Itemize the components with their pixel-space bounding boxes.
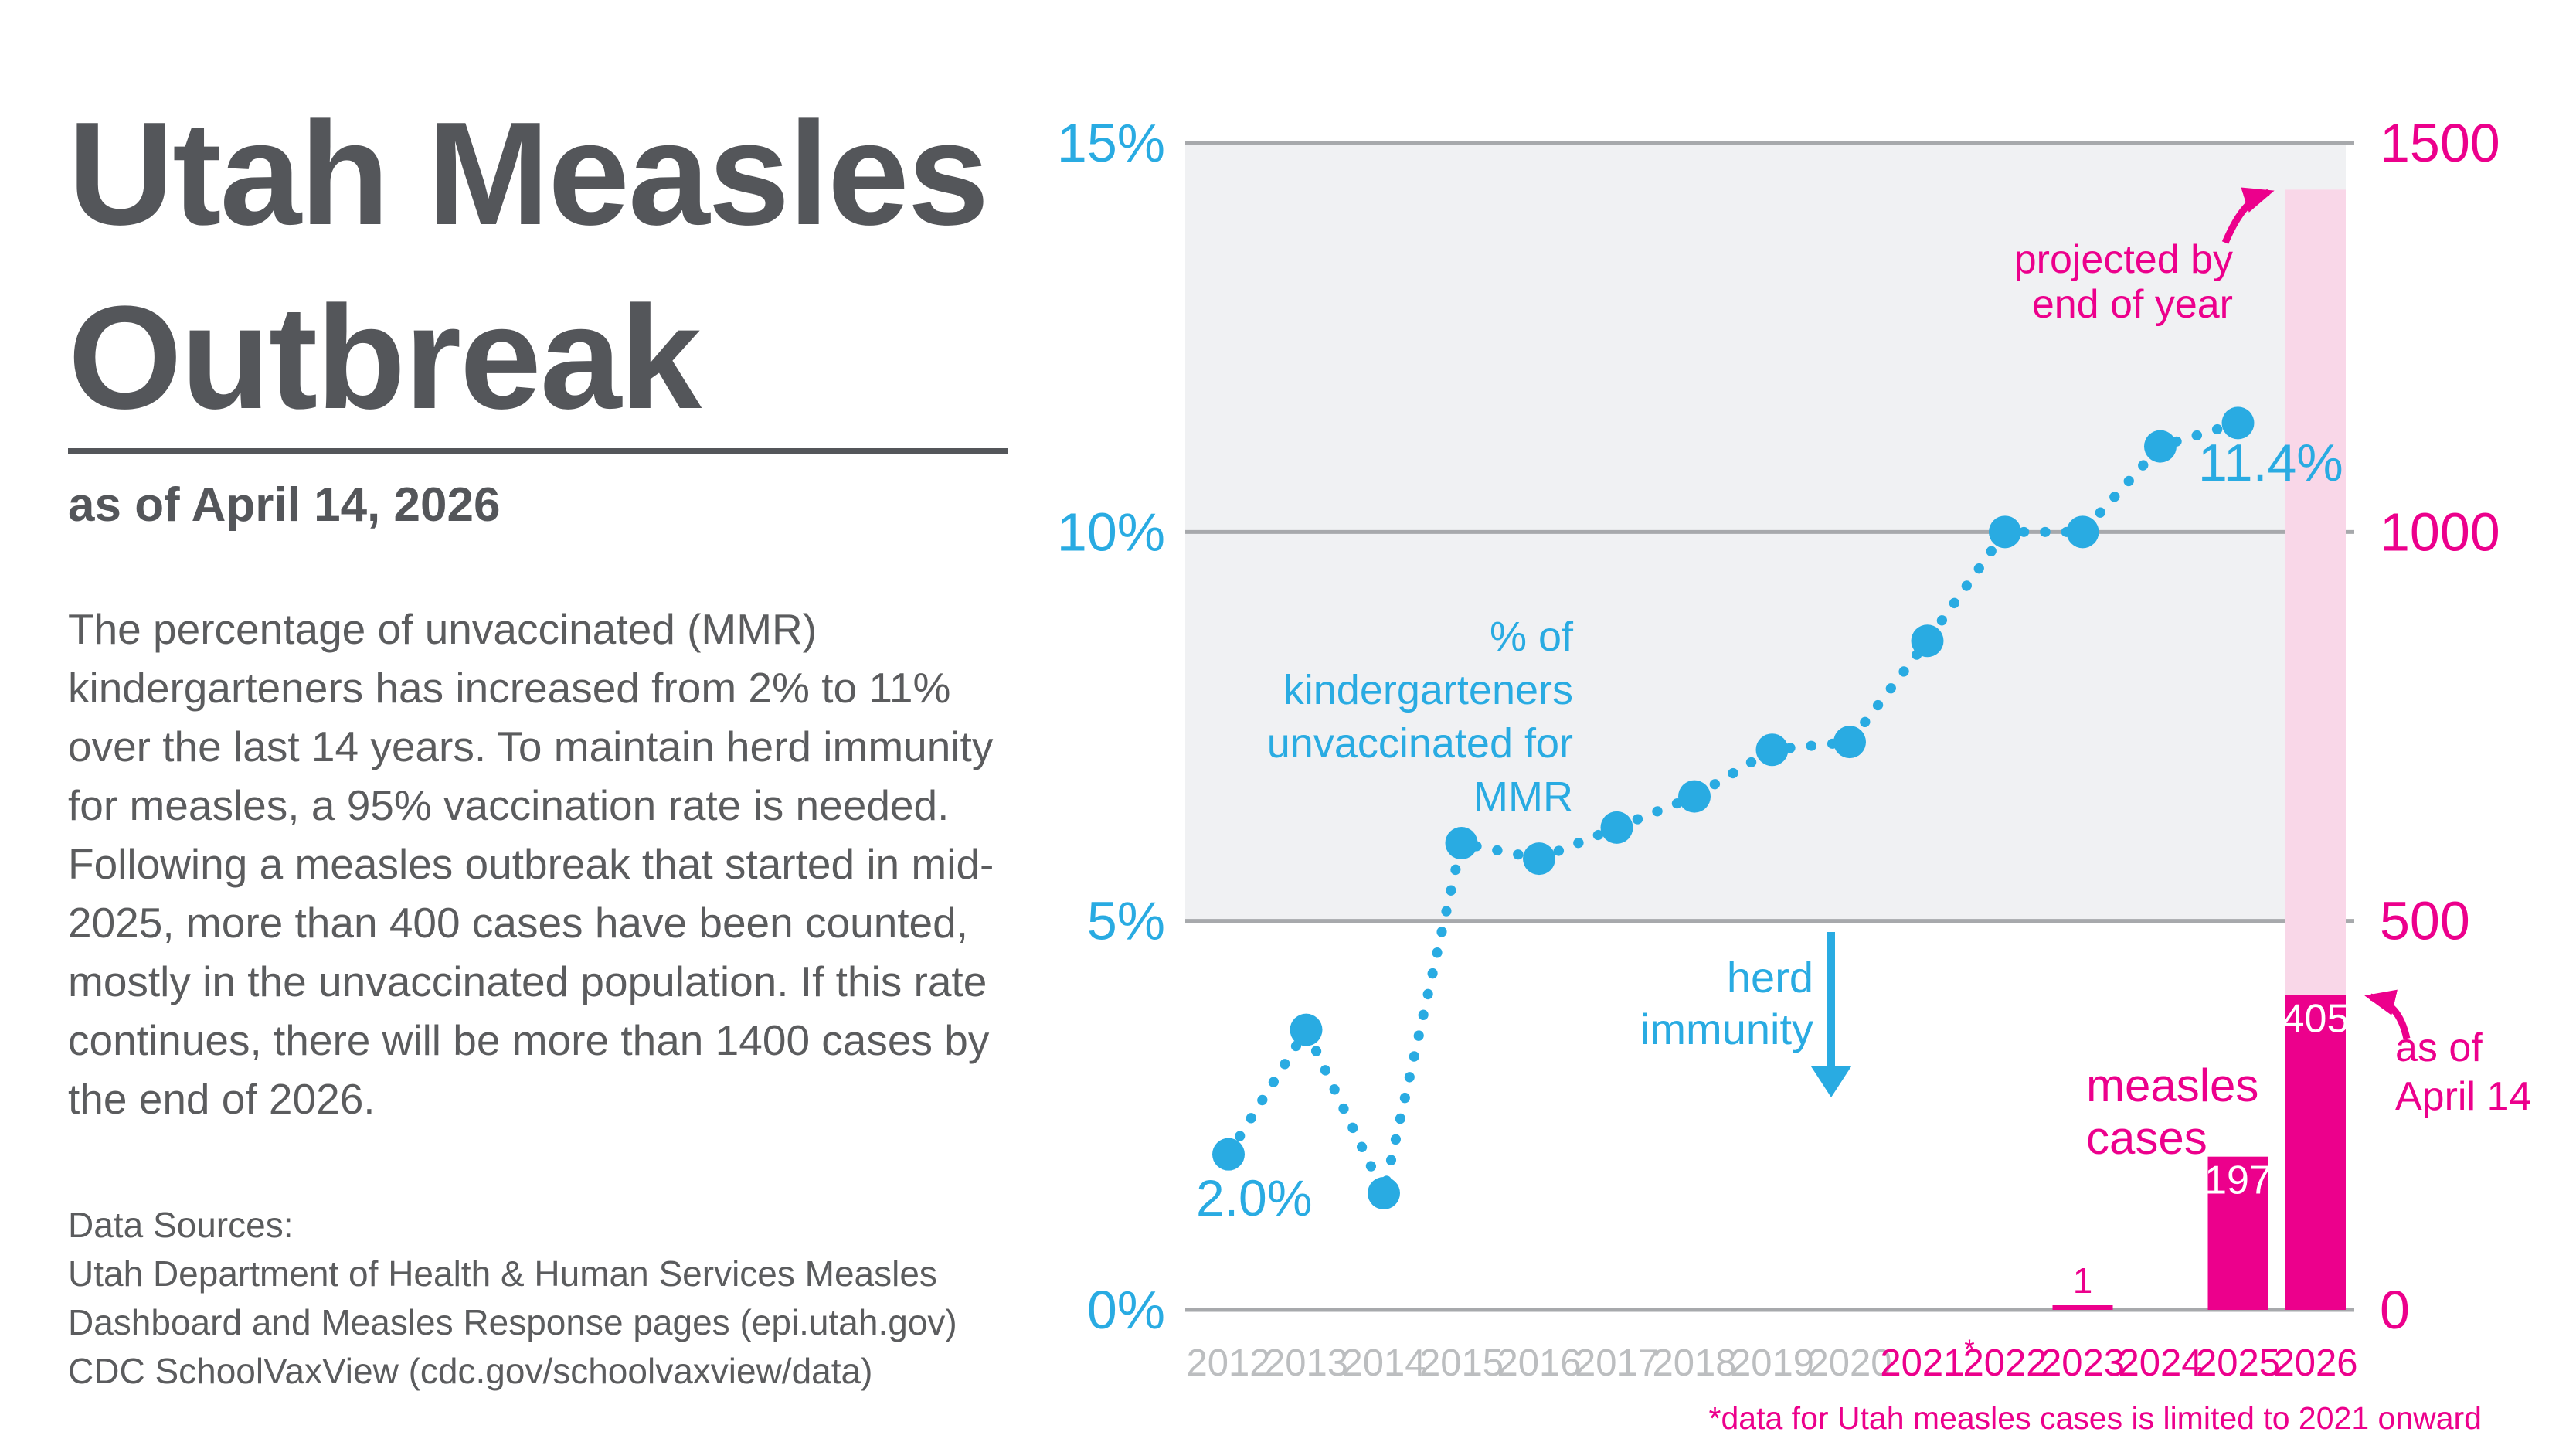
line-point bbox=[1368, 1177, 1400, 1209]
bar bbox=[2207, 1156, 2268, 1310]
x-axis-label: 2020 bbox=[1807, 1342, 1891, 1384]
line-point bbox=[1600, 811, 1633, 844]
x-axis-label: 2013 bbox=[1264, 1342, 1348, 1384]
x-axis-label: 2015 bbox=[1419, 1342, 1504, 1384]
data-sources: Data Sources: Utah Department of Health … bbox=[68, 1201, 1072, 1396]
projected-annotation: projected by end of year bbox=[2014, 237, 2233, 327]
x-axis-label: 2016 bbox=[1497, 1342, 1581, 1384]
left-axis-tick: 15% bbox=[1057, 113, 1165, 173]
x-axis-label: 2019 bbox=[1730, 1342, 1814, 1384]
right-axis-tick: 1000 bbox=[2380, 502, 2500, 562]
x-axis-label: 2018 bbox=[1652, 1342, 1736, 1384]
x-axis-label: 2025 bbox=[2196, 1342, 2280, 1384]
line-point bbox=[1290, 1013, 1323, 1046]
left-axis-tick: 5% bbox=[1087, 891, 1165, 951]
data-sources-line: Dashboard and Measles Response pages (ep… bbox=[68, 1302, 957, 1342]
bar bbox=[2285, 995, 2346, 1310]
x-axis-label: 2026 bbox=[2273, 1342, 2357, 1384]
x-axis-label: 2023 bbox=[2041, 1342, 2125, 1384]
as-of-arrow bbox=[2364, 989, 2411, 1040]
as-of-annotation: as of April 14 bbox=[2395, 1026, 2532, 1119]
bar-value-label: 197 bbox=[2204, 1158, 2272, 1203]
x-axis-label: 2021* bbox=[1880, 1335, 1974, 1384]
x-axis-label: 2017 bbox=[1575, 1342, 1659, 1384]
x-axis-label: 2024 bbox=[2118, 1342, 2202, 1384]
x-axis-label: 2014 bbox=[1341, 1342, 1426, 1384]
first-point-value-label: 2.0% bbox=[1196, 1169, 1313, 1226]
line-point bbox=[1989, 515, 2021, 549]
left-axis-tick: 0% bbox=[1087, 1280, 1165, 1340]
x-axis-label: 2022 bbox=[1963, 1342, 2047, 1384]
last-point-value-label: 11.4% bbox=[2198, 434, 2343, 492]
line-point bbox=[1445, 827, 1478, 859]
page-title: Utah Measles Outbreak bbox=[68, 82, 1072, 450]
bar bbox=[2052, 1305, 2113, 1310]
line-point bbox=[2066, 515, 2099, 549]
herd-immunity-arrowhead bbox=[1811, 1066, 1851, 1097]
line-series-annotation: % of kindergarteners unvaccinated for MM… bbox=[1266, 614, 1573, 820]
right-axis-tick: 1500 bbox=[2380, 113, 2500, 173]
data-sources-label: Data Sources: bbox=[68, 1205, 294, 1245]
x-axis-label: 2012 bbox=[1186, 1342, 1270, 1384]
chart-footnote: *data for Utah measles cases is limited … bbox=[1708, 1400, 2482, 1436]
herd-immunity-annotation: herd immunity bbox=[1640, 953, 1813, 1053]
line-point bbox=[1523, 842, 1555, 876]
bar-value-label: 405 bbox=[2282, 996, 2350, 1041]
right-axis-tick: 0 bbox=[2380, 1280, 2410, 1340]
right-axis-tick: 500 bbox=[2380, 891, 2470, 951]
data-sources-line: Utah Department of Health & Human Servic… bbox=[68, 1253, 937, 1294]
line-point bbox=[1755, 733, 1789, 767]
page-subtitle: as of April 14, 2026 bbox=[68, 478, 501, 532]
line-point bbox=[2144, 430, 2177, 463]
summary-paragraph: The percentage of unvaccinated (MMR) kin… bbox=[68, 605, 994, 1123]
projected-arrow bbox=[2221, 187, 2275, 244]
line-point bbox=[1833, 726, 1866, 759]
line-point bbox=[1678, 780, 1711, 813]
page-title-text: Utah Measles Outbreak bbox=[68, 92, 989, 440]
line-point bbox=[1911, 624, 1944, 658]
measles-cases-annotation: measles cases bbox=[2086, 1060, 2259, 1164]
bar-value-label: 1 bbox=[2073, 1260, 2093, 1301]
data-sources-line: CDC SchoolVaxView (cdc.gov/schoolvaxview… bbox=[68, 1351, 873, 1391]
line-point bbox=[2221, 406, 2255, 440]
line-point bbox=[1212, 1138, 1245, 1171]
left-axis-tick: 10% bbox=[1057, 502, 1165, 562]
title-divider bbox=[68, 448, 1008, 454]
